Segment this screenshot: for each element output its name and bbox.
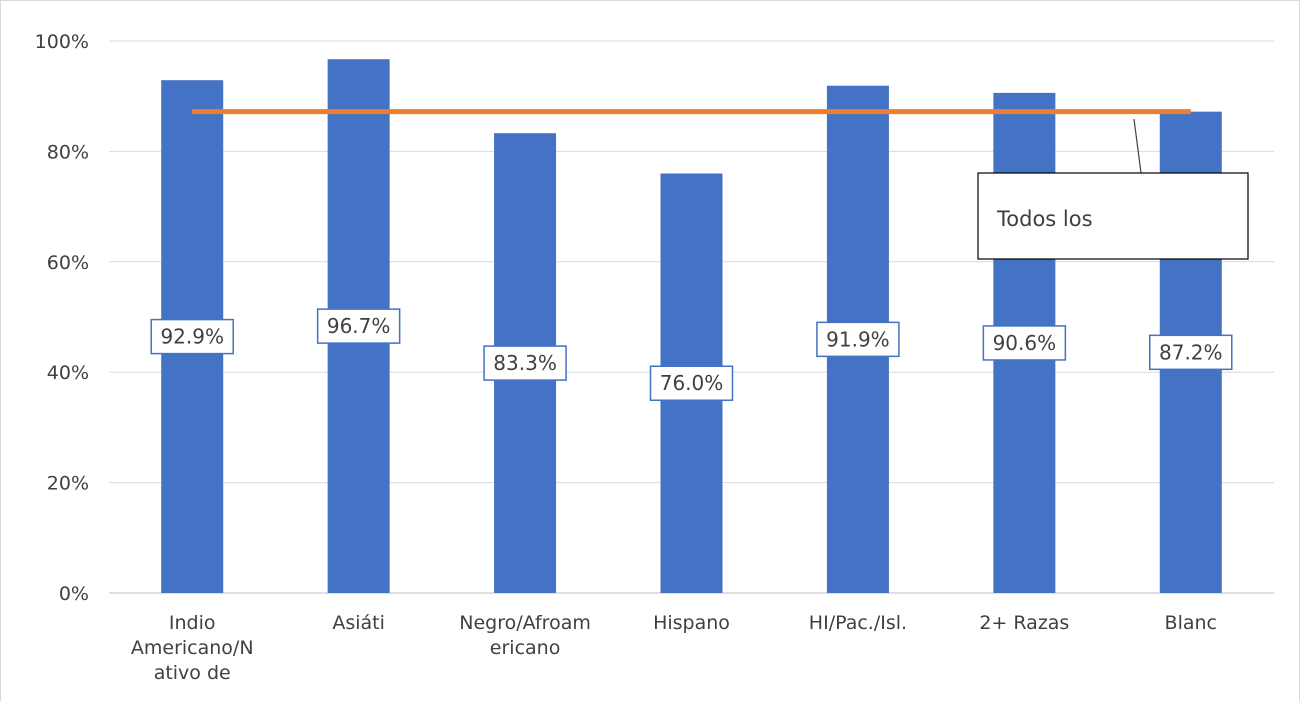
data-label: 87.2% [1149, 334, 1233, 371]
callout-leader-line [1133, 118, 1142, 174]
data-label-text: 76.0% [660, 371, 724, 395]
y-axis-tick-labels: 0% 20% 40% 60% 80% 100% [35, 31, 89, 605]
x-tick-label: Indio Americano/N ativo de [131, 612, 254, 684]
data-label: 91.9% [816, 321, 900, 358]
x-tick-label-line: Americano/N [131, 637, 254, 659]
x-tick-label: Blanc [1165, 612, 1217, 634]
y-tick-label: 0% [59, 583, 89, 605]
data-label-text: 87.2% [1159, 340, 1223, 364]
x-axis-tick-labels: Indio Americano/N ativo de Asiáti Negro/Afro… [131, 612, 1217, 684]
callout-text: Todos los [996, 207, 1093, 231]
x-tick-label-line: Hispano [653, 612, 730, 634]
y-tick-label: 20% [47, 473, 89, 495]
data-label-text: 96.7% [327, 314, 391, 338]
data-label: 96.7% [316, 308, 401, 344]
data-labels: 92.9% 96.7% 83.3% 76.0% 91.9% 90.6% 87.2% [150, 308, 1233, 401]
x-tick-label: Negro/Afroam ericano [459, 612, 591, 659]
data-label-text: 83.3% [493, 351, 557, 375]
callout-box [977, 172, 1249, 260]
data-label-text: 92.9% [160, 325, 224, 349]
data-label: 76.0% [649, 365, 734, 401]
x-tick-label-line: Indio [169, 612, 216, 634]
data-label-box [150, 318, 234, 355]
y-tick-label: 60% [47, 252, 89, 274]
data-label-box [483, 345, 567, 381]
x-tick-label-line: ericano [490, 637, 561, 659]
reference-callout: Todos los [977, 118, 1249, 260]
x-tick-label: 2+ Razas [979, 612, 1069, 634]
x-tick-label-line: Asiáti [332, 612, 385, 634]
x-tick-label-line: 2+ Razas [979, 612, 1069, 634]
data-label-box [649, 365, 734, 401]
data-label: 92.9% [150, 318, 234, 355]
x-tick-label-line: HI/Pac./Isl. [809, 612, 907, 634]
x-tick-label: Hispano [653, 612, 730, 634]
data-label-box [982, 325, 1067, 361]
x-tick-label-line: Blanc [1165, 612, 1217, 634]
data-label-box [316, 308, 401, 344]
x-tick-label: HI/Pac./Isl. [809, 612, 907, 634]
x-tick-label-line: Negro/Afroam [459, 612, 591, 634]
x-tick-label: Asiáti [332, 612, 385, 634]
data-label-box [816, 321, 900, 358]
y-tick-label: 80% [47, 141, 89, 163]
data-label-box [1149, 334, 1233, 371]
x-tick-label-line: ativo de [154, 662, 231, 684]
data-label: 83.3% [483, 345, 567, 381]
data-label-text: 91.9% [826, 327, 890, 351]
y-tick-label: 100% [35, 31, 89, 53]
data-label: 90.6% [982, 325, 1067, 361]
data-label-text: 90.6% [993, 331, 1057, 355]
y-tick-label: 40% [47, 362, 89, 384]
